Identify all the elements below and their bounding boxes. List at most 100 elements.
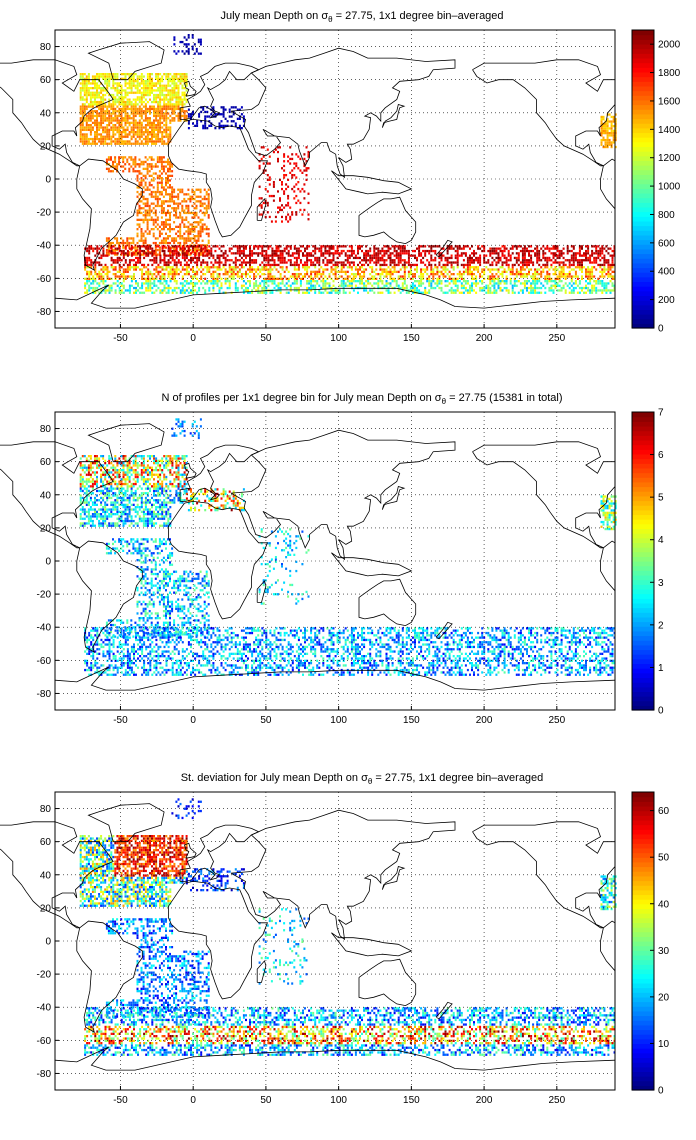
data-bin bbox=[330, 270, 333, 273]
data-bin bbox=[128, 107, 131, 111]
data-bin bbox=[116, 284, 119, 287]
data-bin bbox=[399, 256, 402, 260]
data-bin bbox=[150, 193, 153, 196]
data-bin bbox=[154, 251, 157, 254]
data-bin bbox=[199, 188, 202, 191]
data-bin bbox=[564, 289, 567, 292]
data-bin bbox=[297, 199, 300, 202]
data-bin bbox=[271, 268, 274, 271]
data-bin bbox=[102, 73, 105, 76]
data-bin bbox=[160, 216, 163, 219]
data-bin bbox=[538, 286, 541, 290]
data-bin bbox=[218, 247, 221, 250]
data-bin bbox=[328, 245, 331, 248]
data-bin bbox=[106, 119, 109, 122]
data-bin bbox=[322, 268, 325, 271]
data-bin bbox=[159, 124, 162, 127]
data-bin bbox=[245, 245, 247, 248]
data-bin bbox=[181, 237, 184, 240]
data-bin bbox=[348, 266, 351, 269]
data-bin bbox=[108, 277, 111, 280]
data-bin bbox=[118, 259, 121, 262]
data-bin bbox=[83, 91, 86, 94]
data-bin bbox=[245, 286, 247, 290]
data-bin bbox=[158, 160, 161, 164]
data-bin bbox=[118, 121, 121, 124]
data-bin bbox=[505, 282, 508, 285]
data-bin bbox=[456, 266, 459, 269]
data-bin bbox=[141, 282, 144, 285]
data-bin bbox=[175, 114, 178, 118]
data-bin bbox=[318, 263, 321, 267]
data-bin bbox=[151, 137, 153, 141]
data-bin bbox=[126, 98, 129, 101]
data-bin bbox=[299, 277, 302, 280]
data-bin bbox=[161, 105, 164, 108]
data-bin bbox=[167, 80, 170, 83]
data-bin bbox=[275, 245, 278, 248]
data-bin bbox=[118, 256, 121, 260]
data-bin bbox=[145, 286, 148, 290]
data-bin bbox=[377, 252, 380, 255]
data-bin bbox=[162, 195, 165, 198]
data-bin bbox=[98, 114, 101, 118]
data-bin bbox=[202, 127, 205, 130]
data-bin bbox=[340, 249, 343, 253]
data-bin bbox=[88, 280, 91, 283]
data-bin bbox=[418, 252, 421, 255]
data-bin bbox=[532, 275, 535, 278]
data-bin bbox=[434, 259, 437, 262]
data-bin bbox=[277, 245, 280, 248]
data-bin bbox=[312, 254, 315, 257]
data-bin bbox=[530, 245, 533, 248]
data-bin bbox=[154, 246, 157, 249]
data-bin bbox=[177, 245, 180, 248]
data-bin bbox=[389, 252, 392, 255]
data-bin bbox=[79, 131, 82, 134]
data-bin bbox=[91, 142, 94, 145]
data-bin bbox=[102, 277, 105, 280]
data-bin bbox=[135, 261, 137, 264]
data-bin bbox=[268, 194, 271, 198]
data-bin bbox=[342, 270, 345, 273]
data-bin bbox=[462, 263, 465, 267]
data-bin bbox=[207, 188, 210, 191]
data-bin bbox=[154, 221, 157, 224]
data-bin bbox=[171, 249, 174, 253]
data-bin bbox=[226, 286, 229, 290]
data-bin bbox=[201, 239, 204, 242]
data-bin bbox=[114, 275, 117, 278]
data-bin bbox=[137, 245, 139, 248]
data-bin bbox=[171, 165, 174, 168]
data-bin bbox=[100, 273, 103, 276]
data-bin bbox=[85, 117, 88, 120]
data-bin bbox=[383, 259, 386, 262]
data-bin bbox=[208, 124, 211, 127]
data-bin bbox=[110, 256, 113, 260]
data-bin bbox=[132, 133, 135, 136]
data-bin bbox=[108, 110, 111, 113]
data-bin bbox=[152, 177, 155, 180]
data-bin bbox=[81, 87, 84, 90]
data-bin bbox=[144, 137, 147, 141]
data-bin bbox=[458, 254, 461, 257]
data-bin bbox=[136, 195, 139, 198]
data-bin bbox=[128, 244, 131, 247]
data-bin bbox=[523, 268, 526, 271]
data-bin bbox=[473, 282, 475, 285]
data-bin bbox=[477, 270, 480, 273]
data-bin bbox=[106, 289, 109, 292]
data-bin bbox=[377, 282, 380, 285]
data-bin bbox=[505, 261, 508, 264]
data-bin bbox=[257, 273, 260, 276]
data-bin bbox=[501, 263, 504, 267]
data-bin bbox=[138, 184, 141, 187]
data-bin bbox=[438, 254, 441, 257]
data-bin bbox=[165, 237, 167, 240]
data-bin bbox=[183, 211, 186, 215]
data-bin bbox=[314, 280, 317, 283]
data-bin bbox=[187, 286, 190, 290]
data-bin bbox=[161, 142, 164, 145]
data-bin bbox=[192, 270, 194, 273]
data-bin bbox=[199, 195, 202, 198]
